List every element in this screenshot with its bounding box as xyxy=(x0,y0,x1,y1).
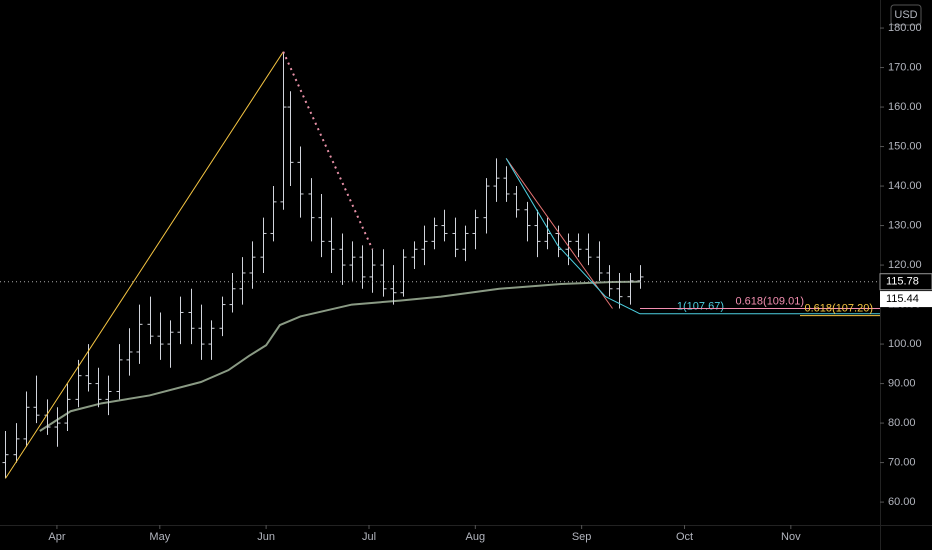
y-tick-label: 140.00 xyxy=(888,180,922,192)
x-tick-label: Jun xyxy=(257,531,275,543)
y-tick-label: 170.00 xyxy=(888,61,922,73)
x-tick-label: Nov xyxy=(781,531,801,543)
trend-line xyxy=(505,158,641,315)
trend-line xyxy=(505,158,613,309)
y-tick-label: 160.00 xyxy=(888,101,922,113)
y-tick-label: 90.00 xyxy=(888,377,916,389)
y-tick-label: 180.00 xyxy=(888,22,922,34)
y-tick-label: 100.00 xyxy=(888,338,922,350)
x-tick-label: Sep xyxy=(572,531,592,543)
trend-line xyxy=(282,51,374,250)
y-tick-label: 120.00 xyxy=(888,259,922,271)
price-marker-box xyxy=(879,273,932,291)
trend-line xyxy=(5,51,284,479)
y-tick-label: 80.00 xyxy=(888,417,916,429)
x-tick-label: Jul xyxy=(362,531,376,543)
x-tick-label: Oct xyxy=(676,531,693,543)
moving-average xyxy=(39,280,640,432)
x-tick-label: Aug xyxy=(466,531,486,543)
fib-label: 0.618(109.01) xyxy=(736,295,805,307)
currency-label: USD xyxy=(894,9,917,21)
y-tick-label: 70.00 xyxy=(888,456,916,468)
x-tick-label: Apr xyxy=(48,531,65,543)
y-tick-label: 60.00 xyxy=(888,496,916,508)
x-tick-label: May xyxy=(149,531,170,543)
fib-label: 0.618(107.20) xyxy=(805,303,874,315)
y-tick-label: 130.00 xyxy=(888,219,922,231)
price-marker-label: 115.44 xyxy=(886,293,919,305)
currency-box[interactable] xyxy=(890,4,922,26)
price-marker-label: 115.78 xyxy=(886,276,919,288)
fib-label: 1(107.67) xyxy=(677,301,724,313)
y-tick-label: 150.00 xyxy=(888,140,922,152)
price-marker-box xyxy=(880,291,932,308)
